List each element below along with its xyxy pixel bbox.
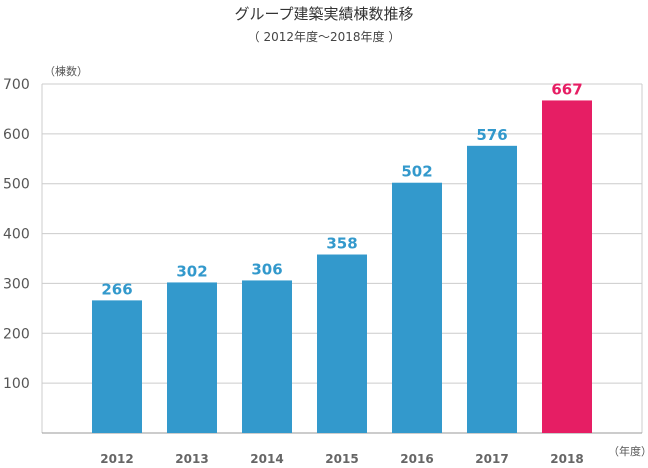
data-label-2014: 306: [251, 260, 282, 278]
y-tick-label-200: 200: [3, 326, 30, 342]
data-label-2016: 502: [401, 163, 432, 181]
x-tick-label-2013: 2013: [175, 452, 208, 466]
y-tick-labels: 100 200 300 400 500 600 700: [3, 77, 30, 392]
y-axis-unit-label: （棟数）: [44, 65, 88, 78]
x-tick-label-2016: 2016: [400, 452, 433, 466]
data-label-2018: 667: [551, 80, 582, 98]
bar-2017: [467, 145, 517, 433]
x-axis-unit-label: （年度）: [608, 445, 648, 458]
x-tick-label-2018: 2018: [550, 452, 583, 466]
x-tick-label-2012: 2012: [100, 452, 133, 466]
chart-subtitle: （ 2012年度～2018年度 ）: [247, 30, 401, 44]
y-tick-label-700: 700: [3, 77, 30, 93]
data-label-2017: 576: [476, 126, 507, 144]
x-tick-label-2017: 2017: [475, 452, 508, 466]
bar-2018: [542, 100, 592, 434]
data-labels: 266 302 306 358 502 576 667: [101, 80, 582, 298]
x-tick-label-2015: 2015: [325, 452, 358, 466]
chart-title: グループ建築実績棟数推移: [234, 5, 414, 23]
y-tick-label-400: 400: [3, 227, 30, 243]
x-tick-label-2014: 2014: [250, 452, 283, 466]
bar-2013: [167, 282, 217, 433]
y-tick-label-500: 500: [3, 177, 30, 193]
bar-2016: [392, 182, 442, 433]
bar-2015: [317, 254, 367, 433]
y-tick-label-100: 100: [3, 376, 30, 392]
x-tick-labels: 2012 2013 2014 2015 2016 2017 2018: [100, 452, 583, 466]
y-tick-label-600: 600: [3, 127, 30, 143]
bar-2014: [242, 280, 292, 433]
bars: [92, 100, 592, 434]
data-label-2012: 266: [101, 280, 132, 298]
data-label-2013: 302: [176, 262, 207, 280]
data-label-2015: 358: [326, 235, 357, 253]
bar-2012: [92, 300, 142, 433]
y-tick-label-300: 300: [3, 276, 30, 292]
